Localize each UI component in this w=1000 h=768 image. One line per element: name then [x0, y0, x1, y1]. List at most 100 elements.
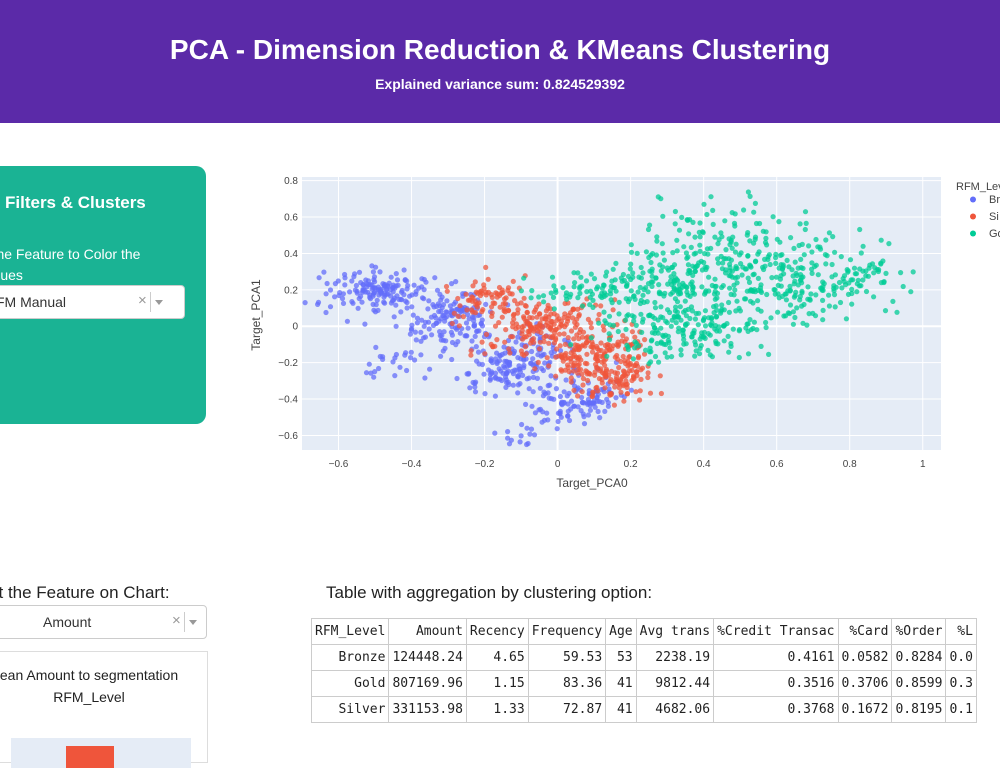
scatter-point — [790, 309, 797, 315]
scatter-point — [497, 304, 503, 310]
scatter-point — [472, 279, 478, 285]
scatter-point — [715, 241, 721, 247]
scatter-point — [815, 244, 821, 250]
scatter-point — [696, 229, 702, 235]
scatter-point — [588, 271, 594, 277]
chart-feature-dropdown[interactable]: Amount × — [0, 605, 207, 639]
scatter-point — [489, 369, 495, 375]
scatter-point — [590, 389, 596, 395]
scatter-point — [716, 237, 722, 243]
scatter-point — [692, 339, 698, 345]
chevron-down-icon[interactable] — [189, 620, 197, 625]
scatter-point — [621, 398, 627, 404]
scatter-point — [478, 321, 484, 327]
scatter-point — [773, 274, 780, 280]
column-header: Recency — [465, 618, 529, 645]
scatter-point — [678, 347, 684, 353]
scatter-point — [449, 320, 455, 327]
scatter-point — [823, 261, 829, 267]
scatter-point — [647, 349, 653, 355]
scatter-point — [831, 292, 838, 298]
scatter-point — [736, 354, 742, 361]
scatter-point — [860, 277, 866, 283]
scatter-point — [697, 234, 703, 240]
scatter-point — [692, 234, 698, 240]
scatter-point — [831, 283, 837, 289]
table-cell: 2238.19 — [635, 644, 715, 671]
scatter-point — [633, 340, 639, 346]
scatter-point — [464, 371, 470, 377]
scatter-point — [595, 284, 601, 290]
scatter-point — [381, 299, 387, 305]
scatter-point — [489, 313, 495, 319]
y-tick-label: 0.2 — [284, 285, 298, 296]
scatter-point — [468, 348, 474, 354]
scatter-point — [449, 281, 455, 287]
scatter-point — [602, 373, 608, 379]
table-cell: 0.1 — [945, 696, 977, 723]
scatter-point — [687, 269, 693, 276]
scatter-point — [830, 234, 836, 240]
scatter-point — [787, 283, 793, 289]
scatter-point — [497, 292, 503, 298]
scatter-point — [788, 235, 794, 241]
scatter-point — [537, 339, 543, 345]
scatter-point — [619, 374, 625, 380]
scatter-point — [386, 280, 392, 286]
scatter-point — [831, 288, 837, 294]
scatter-point — [793, 289, 799, 295]
scatter-point — [418, 352, 424, 358]
scatter-point — [857, 266, 863, 272]
scatter-point — [547, 382, 553, 388]
scatter-point — [673, 304, 679, 310]
scatter-point — [631, 293, 637, 299]
scatter-point — [717, 328, 723, 334]
clear-icon[interactable]: × — [172, 612, 181, 629]
scatter-point — [683, 250, 689, 256]
scatter-point — [536, 326, 542, 332]
scatter-point — [620, 353, 626, 360]
scatter-point — [576, 312, 582, 318]
scatter-point — [545, 305, 551, 311]
scatter-point — [630, 270, 636, 276]
scatter-point — [523, 303, 529, 309]
scatter-point — [601, 290, 608, 296]
scatter-point — [656, 359, 662, 365]
scatter-point — [565, 355, 571, 361]
scatter-point — [691, 291, 698, 297]
scatter-point — [563, 377, 569, 383]
scatter-point — [611, 402, 617, 408]
scatter-point — [702, 323, 709, 329]
scatter-point — [566, 417, 573, 424]
scatter-point — [612, 370, 618, 376]
scatter-point — [763, 229, 769, 235]
scatter-point — [762, 239, 769, 246]
scatter-point — [761, 266, 767, 273]
scatter-point — [638, 311, 644, 317]
legend-title: RFM_Lev — [956, 181, 1000, 193]
scatter-point — [517, 366, 523, 372]
scatter-point — [806, 243, 812, 249]
scatter-point — [554, 346, 560, 352]
scatter-point — [551, 340, 558, 346]
scatter-point — [604, 269, 610, 275]
scatter-point — [876, 267, 882, 273]
chevron-down-icon[interactable] — [155, 300, 163, 305]
clear-icon[interactable]: × — [138, 292, 147, 309]
scatter-point — [467, 385, 473, 391]
table-header-row: RFM_Level Amount Recency Frequency Age Avg tr… — [310, 618, 977, 645]
x-tick-label: 0.2 — [624, 459, 638, 470]
scatter-point — [454, 326, 460, 332]
scatter-point — [593, 385, 599, 391]
scatter-point — [776, 295, 782, 301]
scatter-point — [380, 356, 386, 362]
pca-scatter-chart[interactable]: −0.6 −0.4 −0.2 0 0.2 0.4 0.6 0.8 1 −0.6 −0.4 −0.2 0… — [240, 165, 1000, 495]
scatter-point — [747, 317, 753, 323]
scatter-point — [375, 307, 381, 313]
scatter-point — [629, 367, 635, 373]
table-row: Gold 807169.96 1.15 83.36 41 9812.44 0.3516 0.3… — [310, 670, 977, 697]
color-feature-dropdown[interactable]: FM Manual × — [0, 285, 185, 319]
scatter-point — [627, 266, 633, 272]
scatter-point — [539, 365, 545, 372]
scatter-point — [399, 287, 405, 294]
